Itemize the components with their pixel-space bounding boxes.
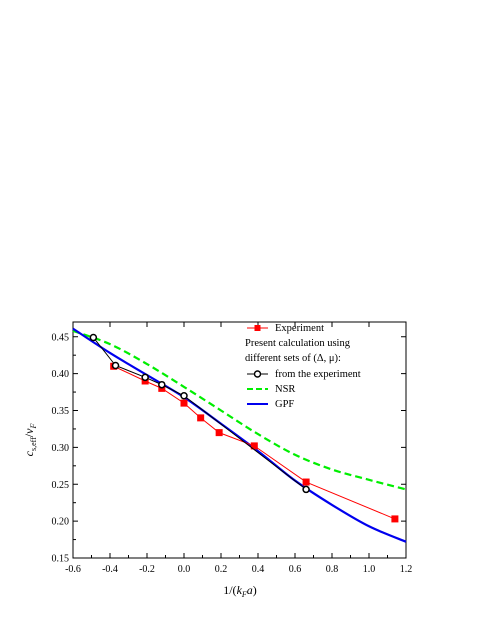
data-point-from-the-experiment	[158, 380, 166, 389]
y-tick-label: 0.40	[52, 369, 70, 380]
x-axis-title-text: 1/(kFa)	[223, 583, 257, 599]
legend-from-experiment-label: from the experiment	[275, 369, 361, 380]
y-tick-label: 0.15	[52, 554, 70, 565]
y-tick-label: 0.45	[52, 332, 70, 343]
data-point-from-the-experiment	[180, 392, 188, 400]
x-tick-label: 0.4	[252, 564, 265, 575]
legend-from-experiment-marker	[253, 370, 262, 378]
series-line-nsr	[72, 329, 407, 491]
data-point-experiment	[180, 399, 188, 407]
series-line-gpf	[72, 327, 407, 543]
legend: Experiment Present calculation using dif…	[245, 323, 361, 410]
x-tick-label: 0.0	[178, 564, 191, 575]
x-tick-label: -0.4	[102, 564, 118, 575]
y-axis-title: cs,eff/vF	[22, 424, 38, 457]
data-point-experiment	[391, 515, 399, 523]
data-point-experiment	[250, 442, 258, 450]
legend-experiment-marker	[254, 325, 261, 331]
y-tick-label: 0.25	[52, 480, 70, 491]
data-point-from-the-experiment	[89, 333, 98, 342]
data-point-experiment	[215, 429, 223, 437]
y-axis-title-text: cs,eff/vF	[22, 424, 38, 457]
legend-nsr-label: NSR	[275, 384, 295, 395]
data-point-experiment	[197, 414, 205, 422]
x-tick-label: 0.2	[215, 564, 228, 575]
legend-caption-line1: Present calculation using	[245, 338, 351, 349]
legend-experiment-label: Experiment	[275, 323, 324, 334]
x-tick-label: -0.2	[139, 564, 155, 575]
y-tick-label: 0.35	[52, 406, 70, 417]
y-tick-label: 0.20	[52, 517, 70, 528]
data-point-from-the-experiment	[111, 361, 120, 370]
series-layer	[72, 327, 407, 543]
x-tick-label: 1.2	[400, 564, 413, 575]
data-point-from-the-experiment	[141, 373, 149, 382]
legend-caption-line2: different sets of (Δ, μ):	[245, 353, 341, 364]
series-line-from-the-experiment	[92, 337, 307, 490]
x-tick-label: 0.8	[326, 564, 339, 575]
axis-ticks: -0.6 -0.4 -0.2 0.0 0.2 0.4 0.6 0.8 1.0 1.2 0.15 0.2…	[52, 322, 413, 575]
y-tick-label: 0.30	[52, 443, 70, 454]
data-point-from-the-experiment	[302, 485, 310, 494]
x-tick-label: -0.6	[65, 564, 81, 575]
data-point-experiment	[302, 478, 310, 486]
x-tick-label: 1.0	[363, 564, 376, 575]
x-tick-label: 0.6	[289, 564, 302, 575]
legend-gpf-label: GPF	[275, 399, 294, 410]
